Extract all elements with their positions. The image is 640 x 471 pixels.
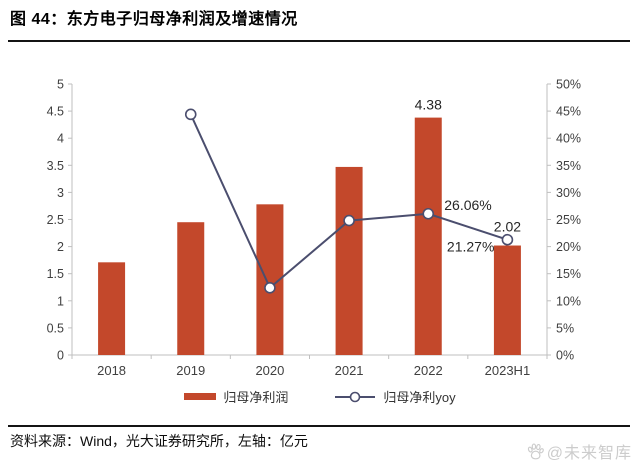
watermark: @未来智库: [526, 439, 632, 463]
figure-title: 图 44：东方电子归母净利润及增速情况: [10, 11, 298, 28]
right-axis-tick-label: 10%: [556, 294, 581, 308]
bar-line-chart: 5 4.5 4 3.5 3 2.5 2 1.5 1 0.5 0 50% 45% 40% 35% 30% 25% 2…: [47, 78, 581, 379]
x-axis-category-label: 2019: [176, 363, 205, 378]
watermark-text: @未来智库: [546, 445, 632, 462]
x-axis-category-label: 2021: [335, 363, 364, 378]
right-axis-tick-label: 50%: [556, 78, 581, 92]
yoy-marker-2020: [264, 281, 276, 294]
bar-series-swatch: [184, 393, 217, 400]
bar-2018: [98, 262, 126, 355]
left-axis-tick-label: 3.5: [47, 159, 64, 173]
yoy-marker-2021: [343, 214, 355, 227]
bar-2019: [177, 222, 205, 355]
left-axis-tick-label: 1.5: [47, 267, 64, 281]
yoy-marker-2019: [184, 108, 197, 121]
legend-label-bar: 归母净利润: [223, 390, 289, 405]
bar-value-label: 4.38: [415, 97, 442, 113]
yoy-value-label: 21.27%: [447, 239, 494, 255]
right-axis-tick-label: 5%: [556, 321, 574, 335]
left-axis-tick-label: 0.5: [47, 321, 64, 335]
left-axis-tick-label: 4: [57, 132, 64, 146]
left-axis-tick-label: 4.5: [47, 105, 64, 119]
left-axis-tick-label: 5: [57, 78, 64, 92]
legend-item-bar: 归母净利润: [184, 387, 288, 406]
right-axis-tick-label: 45%: [556, 105, 581, 119]
right-axis-tick-label: 0%: [556, 349, 574, 363]
yoy-value-label: 26.06%: [444, 197, 491, 213]
x-axis-category-label: 2020: [255, 363, 284, 378]
right-axis-tick-label: 20%: [556, 240, 581, 254]
yoy-marker-2023H1: [501, 233, 514, 246]
baidu-paw-icon: [527, 442, 544, 459]
x-axis-category-label: 2023H1: [485, 363, 531, 378]
line-series-swatch: [335, 391, 376, 402]
x-axis-category-label: 2022: [414, 363, 443, 378]
bar-value-label: 2.02: [494, 219, 521, 235]
left-axis-tick-label: 1: [57, 294, 64, 308]
bar-2022: [414, 117, 442, 355]
title-divider: [8, 40, 630, 42]
yoy-marker-2022: [422, 207, 435, 220]
bar-2023H1: [493, 245, 521, 355]
bar-2021: [335, 166, 363, 355]
left-axis-tick-label: 3: [57, 186, 64, 200]
legend-item-line: 归母净利yoy: [334, 387, 456, 406]
footer-divider: [8, 425, 630, 427]
legend-label-line: 归母净利yoy: [383, 390, 456, 405]
right-axis-tick-label: 15%: [556, 267, 581, 281]
left-axis-tick-label: 0: [57, 349, 64, 363]
right-axis-tick-label: 35%: [556, 159, 581, 173]
chart-area: 5 4.5 4 3.5 3 2.5 2 1.5 1 0.5 0 50% 45% 40% 35% 30% 25% 2…: [0, 48, 640, 382]
right-axis-tick-label: 30%: [556, 186, 581, 200]
right-axis-tick-label: 40%: [556, 132, 581, 146]
source-note: 资料来源：Wind，光大证券研究所，左轴：亿元: [10, 433, 308, 449]
right-axis-tick-label: 25%: [556, 213, 581, 227]
chart-legend: 归母净利润 归母净利yoy: [0, 387, 640, 406]
left-axis-tick-label: 2: [57, 240, 64, 254]
x-axis-category-label: 2018: [97, 363, 126, 378]
left-axis-tick-label: 2.5: [47, 213, 64, 227]
